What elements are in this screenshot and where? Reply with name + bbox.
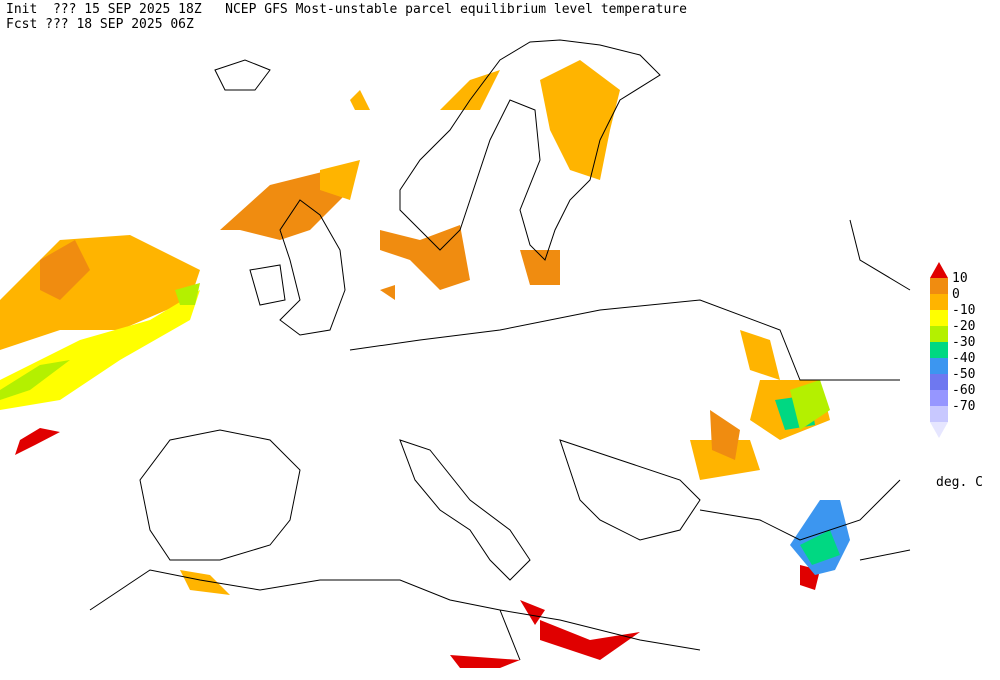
- coastlines: [89, 39, 911, 661]
- field: [0, 60, 850, 668]
- legend-swatch: [930, 310, 948, 326]
- legend-label: -10: [952, 303, 975, 318]
- legend-swatch: [930, 342, 948, 358]
- legend-label: -40: [952, 351, 975, 366]
- legend-unit: deg. C: [936, 475, 983, 490]
- legend-label: -70: [952, 399, 975, 414]
- legend-swatch: [930, 326, 948, 342]
- legend-swatch: [930, 406, 948, 422]
- legend-label: 10: [952, 271, 968, 286]
- legend: 100-10-20-30-40-50-60-70: [930, 262, 975, 438]
- legend-label: 0: [952, 287, 960, 302]
- legend-label: -50: [952, 367, 975, 382]
- legend-label: -20: [952, 319, 975, 334]
- legend-swatch: [930, 374, 948, 390]
- legend-swatch: [930, 294, 948, 310]
- legend-arrow: [930, 262, 948, 278]
- legend-arrow: [930, 422, 948, 438]
- legend-label: -30: [952, 335, 975, 350]
- legend-label: -60: [952, 383, 975, 398]
- legend-swatch: [930, 278, 948, 294]
- header-line: Init ??? 15 SEP 2025 18Z NCEP GFS Most-u…: [6, 2, 687, 17]
- header-line: Fcst ??? 18 SEP 2025 06Z: [6, 17, 194, 32]
- legend-swatch: [930, 358, 948, 374]
- legend-swatch: [930, 390, 948, 406]
